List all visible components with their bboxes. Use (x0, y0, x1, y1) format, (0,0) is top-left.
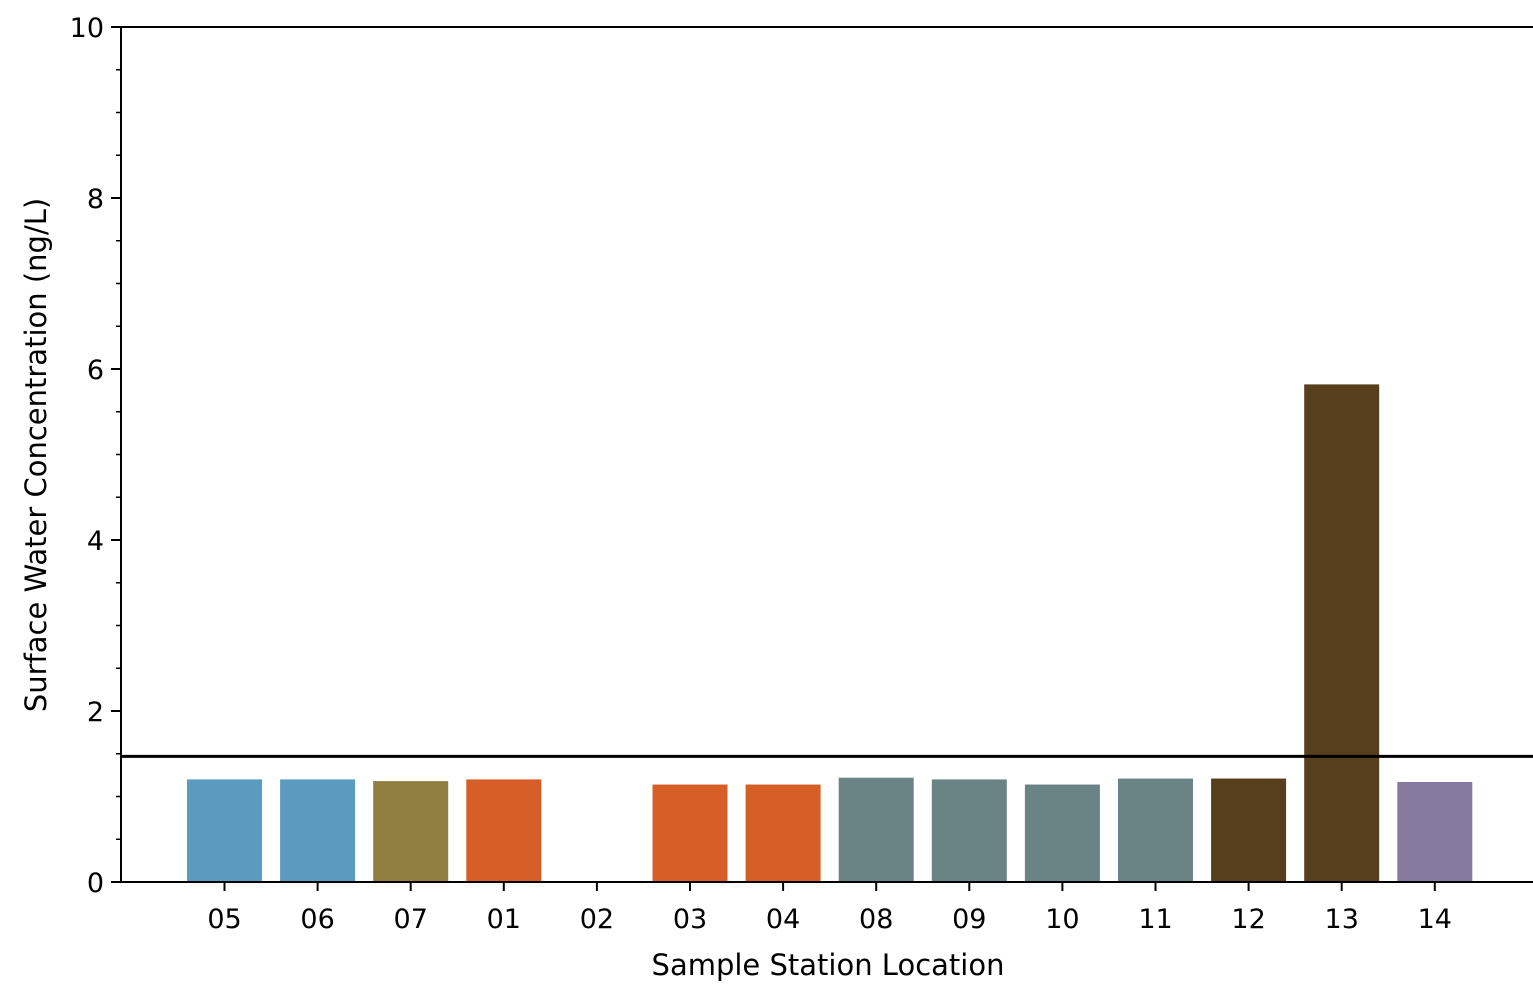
bar-06 (280, 779, 356, 882)
x-tick-label-06: 06 (300, 904, 334, 935)
bar-03 (652, 784, 728, 882)
x-tick-label-14: 14 (1418, 904, 1452, 935)
bar-07 (373, 781, 449, 882)
x-tick-label-01: 01 (487, 904, 521, 935)
x-tick-label-10: 10 (1045, 904, 1079, 935)
y-tick-label: 8 (87, 184, 104, 215)
x-tick-label-05: 05 (207, 904, 241, 935)
bar-05 (187, 779, 262, 882)
bar-13 (1304, 384, 1380, 882)
y-tick-label: 10 (70, 13, 104, 44)
y-tick-label: 0 (87, 868, 104, 899)
bar-11 (1118, 778, 1193, 882)
x-tick-label-03: 03 (673, 904, 707, 935)
x-tick-label-07: 07 (394, 904, 428, 935)
bar-04 (745, 784, 821, 882)
bar-10 (1024, 784, 1100, 882)
bar-14 (1397, 781, 1473, 882)
x-tick-label-04: 04 (766, 904, 800, 935)
x-tick-label-09: 09 (952, 904, 986, 935)
y-axis-title: Surface Water Concentration (ng/L) (19, 198, 53, 712)
y-tick-label: 4 (87, 526, 104, 557)
bar-01 (466, 779, 542, 882)
x-tick-label-12: 12 (1231, 904, 1265, 935)
x-tick-label-11: 11 (1138, 904, 1172, 935)
y-tick-label: 2 (87, 697, 104, 728)
bar-08 (838, 777, 914, 882)
x-tick-label-08: 08 (859, 904, 893, 935)
x-tick-label-02: 02 (580, 904, 614, 935)
bar-09 (931, 779, 1007, 882)
x-tick-label-13: 13 (1325, 904, 1359, 935)
y-tick-label: 6 (87, 355, 104, 386)
bars-group (187, 384, 1473, 882)
x-axis-title: Sample Station Location (652, 948, 1005, 982)
bar-12 (1211, 778, 1287, 882)
